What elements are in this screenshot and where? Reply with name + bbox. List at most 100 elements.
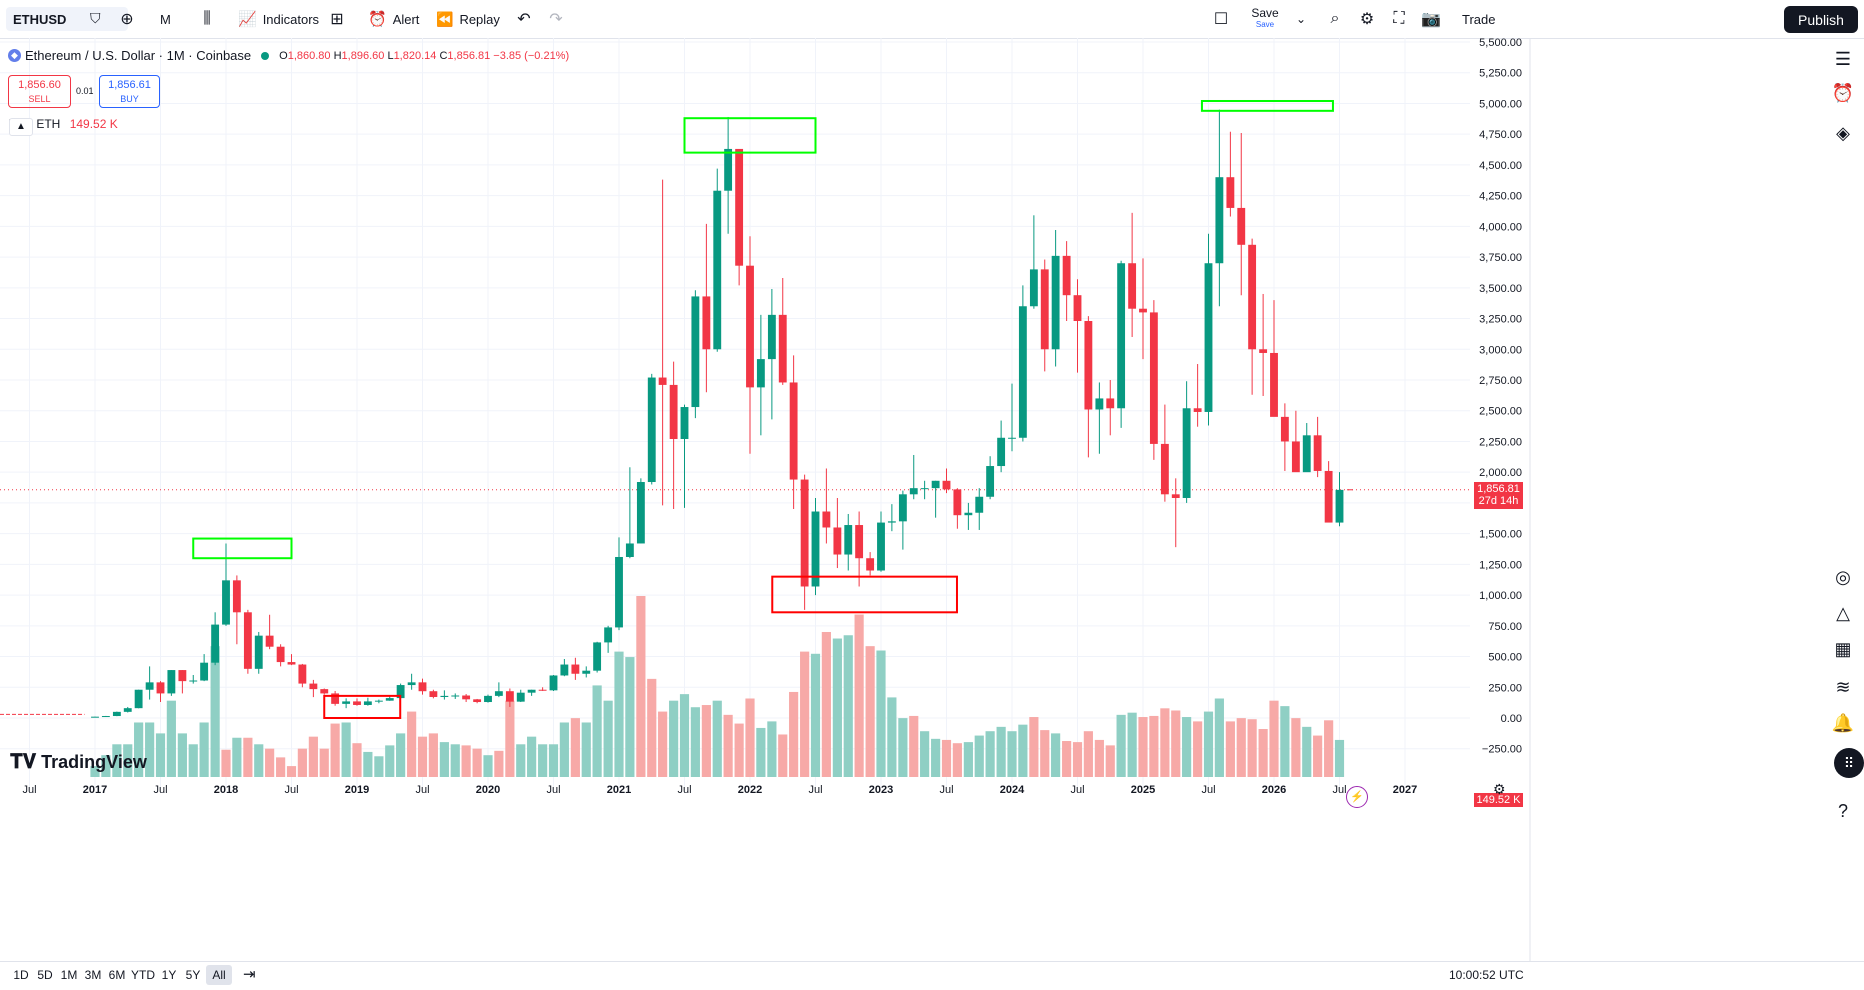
range-3m[interactable]: 3M	[84, 968, 102, 982]
quick-search-icon[interactable]: ⌕	[1330, 10, 1340, 27]
camera-icon[interactable]: 📷	[1421, 11, 1441, 28]
trade-button[interactable]: Trade	[1462, 11, 1496, 27]
chevron-down-icon[interactable]: ⌄	[1295, 12, 1307, 26]
volume-bar	[1280, 706, 1290, 777]
candle-body	[1313, 435, 1322, 471]
utc-clock[interactable]: 10:00:52 UTC	[1449, 968, 1524, 982]
candle-body	[767, 314, 776, 360]
settings-icon[interactable]: ⚙	[1359, 11, 1375, 28]
lightning-icon[interactable]: ⚡	[1346, 786, 1368, 808]
volume-bar	[1127, 712, 1137, 777]
candle-body	[724, 148, 733, 191]
price-tick-label: −250.00	[1482, 744, 1522, 756]
save-label: Save	[1251, 6, 1279, 20]
layouts-icon[interactable]: ⊞	[330, 11, 344, 28]
notification-bell-icon[interactable]: 🔔	[1831, 712, 1855, 733]
undo-icon[interactable]: ↶	[517, 11, 531, 28]
watchlist-icon[interactable]: ☰	[1834, 48, 1852, 69]
volume-bar	[1193, 721, 1203, 777]
help-icon[interactable]: ?	[1837, 800, 1848, 821]
price-tick-label: 3,500.00	[1479, 283, 1522, 295]
candle-body	[778, 314, 787, 383]
candle-body	[494, 691, 503, 696]
range-all[interactable]: All	[206, 965, 232, 985]
range-1y[interactable]: 1Y	[161, 968, 177, 982]
volume-bar	[232, 737, 242, 777]
volume-bar	[221, 749, 231, 777]
range-6m[interactable]: 6M	[108, 968, 126, 982]
market-open-dot	[261, 51, 270, 60]
volume-bar	[407, 711, 417, 777]
candle-body	[1237, 207, 1246, 245]
add-symbol-icon[interactable]: ⊕	[120, 11, 134, 28]
alert-button[interactable]: ⏰ Alert	[368, 7, 419, 31]
indicators-button[interactable]: 📈 Indicators	[238, 7, 319, 31]
range-5y[interactable]: 5Y	[185, 968, 201, 982]
range-1m[interactable]: 1M	[60, 968, 78, 982]
candle-body	[276, 646, 285, 663]
redo-icon[interactable]: ↷	[549, 11, 563, 28]
red-annotation-box	[771, 575, 958, 614]
price-tick-label: 2,500.00	[1479, 406, 1522, 418]
save-button[interactable]: Save Save	[1250, 6, 1280, 29]
volume-bar	[756, 727, 766, 777]
range-1d[interactable]: 1D	[13, 968, 29, 982]
alerts-clock-icon[interactable]: ⏰	[1831, 82, 1855, 103]
candle-body	[385, 698, 394, 701]
volume-bar	[996, 726, 1006, 777]
candle-body	[1062, 255, 1071, 296]
collapse-legend-button[interactable]: ▲	[9, 118, 33, 136]
volume-bar	[800, 651, 810, 777]
volume-bar	[887, 697, 897, 777]
apps-grid-icon[interactable]: ⠿	[1834, 748, 1864, 778]
sell-price: 1,856.60	[18, 79, 61, 91]
volume-bar	[669, 700, 679, 777]
symbol-search[interactable]: ETHUSD ⛉	[6, 7, 128, 31]
bar-countdown: 27d 14h	[1478, 494, 1519, 507]
calendar-icon[interactable]: ▦	[1834, 638, 1852, 659]
green-annotation-box	[192, 537, 293, 560]
fullscreen-icon[interactable]: ⛶	[1393, 10, 1405, 27]
range-ytd[interactable]: YTD	[131, 968, 155, 982]
volume-bar	[898, 718, 908, 777]
candle-body	[254, 635, 263, 669]
candle-body	[877, 522, 885, 571]
date-range-icon[interactable]: ⇥	[243, 966, 256, 983]
layers-icon[interactable]: ◈	[1836, 122, 1850, 143]
layout-square-icon[interactable]: ☐	[1213, 11, 1229, 28]
time-tick-label: 2022	[738, 784, 762, 796]
volume-bar	[265, 748, 275, 777]
candle-body	[451, 695, 460, 697]
volume-bar	[690, 707, 700, 777]
price-tick-label: 5,000.00	[1479, 98, 1522, 110]
publish-button[interactable]: Publish	[1784, 6, 1858, 33]
pyramid-icon[interactable]: △	[1836, 602, 1850, 623]
open-value: 1,860.80	[287, 49, 331, 62]
range-5d[interactable]: 5D	[37, 968, 53, 982]
candle-body	[1117, 263, 1126, 409]
candle-body	[1128, 263, 1137, 309]
volume-bar	[712, 700, 722, 777]
buy-button[interactable]: 1,856.61 BUY	[99, 75, 160, 108]
candle-body	[1215, 177, 1224, 264]
tradingview-logo[interactable]: 𝐓𝐕 TradingView	[10, 751, 147, 774]
time-tick-label: Jul	[1070, 784, 1084, 796]
axis-settings-icon[interactable]: ⚙	[1493, 781, 1506, 797]
candle-body	[538, 689, 547, 691]
low-value: 1,820.14	[393, 49, 437, 62]
broadcast-icon[interactable]: ≋	[1835, 676, 1851, 697]
candles-icon[interactable]: ⫼	[203, 10, 211, 27]
filter-icon[interactable]: ⛉	[90, 10, 101, 26]
sell-button[interactable]: 1,856.60 SELL	[8, 75, 71, 108]
candle-body	[953, 489, 962, 516]
interval-button[interactable]: M	[160, 11, 171, 27]
volume-bar	[1182, 717, 1192, 777]
replay-button[interactable]: ⏪ Replay	[436, 7, 500, 31]
replay-label: Replay	[459, 11, 500, 27]
candle-body	[418, 682, 427, 692]
candle-body	[1182, 408, 1191, 498]
candle-body	[429, 691, 438, 697]
target-icon[interactable]: ◎	[1835, 566, 1851, 587]
candle-body	[713, 190, 722, 350]
price-chart[interactable]: 5,500.00 5,250.00 5,000.00 4,750.00 4,500.00…	[0, 38, 1864, 961]
